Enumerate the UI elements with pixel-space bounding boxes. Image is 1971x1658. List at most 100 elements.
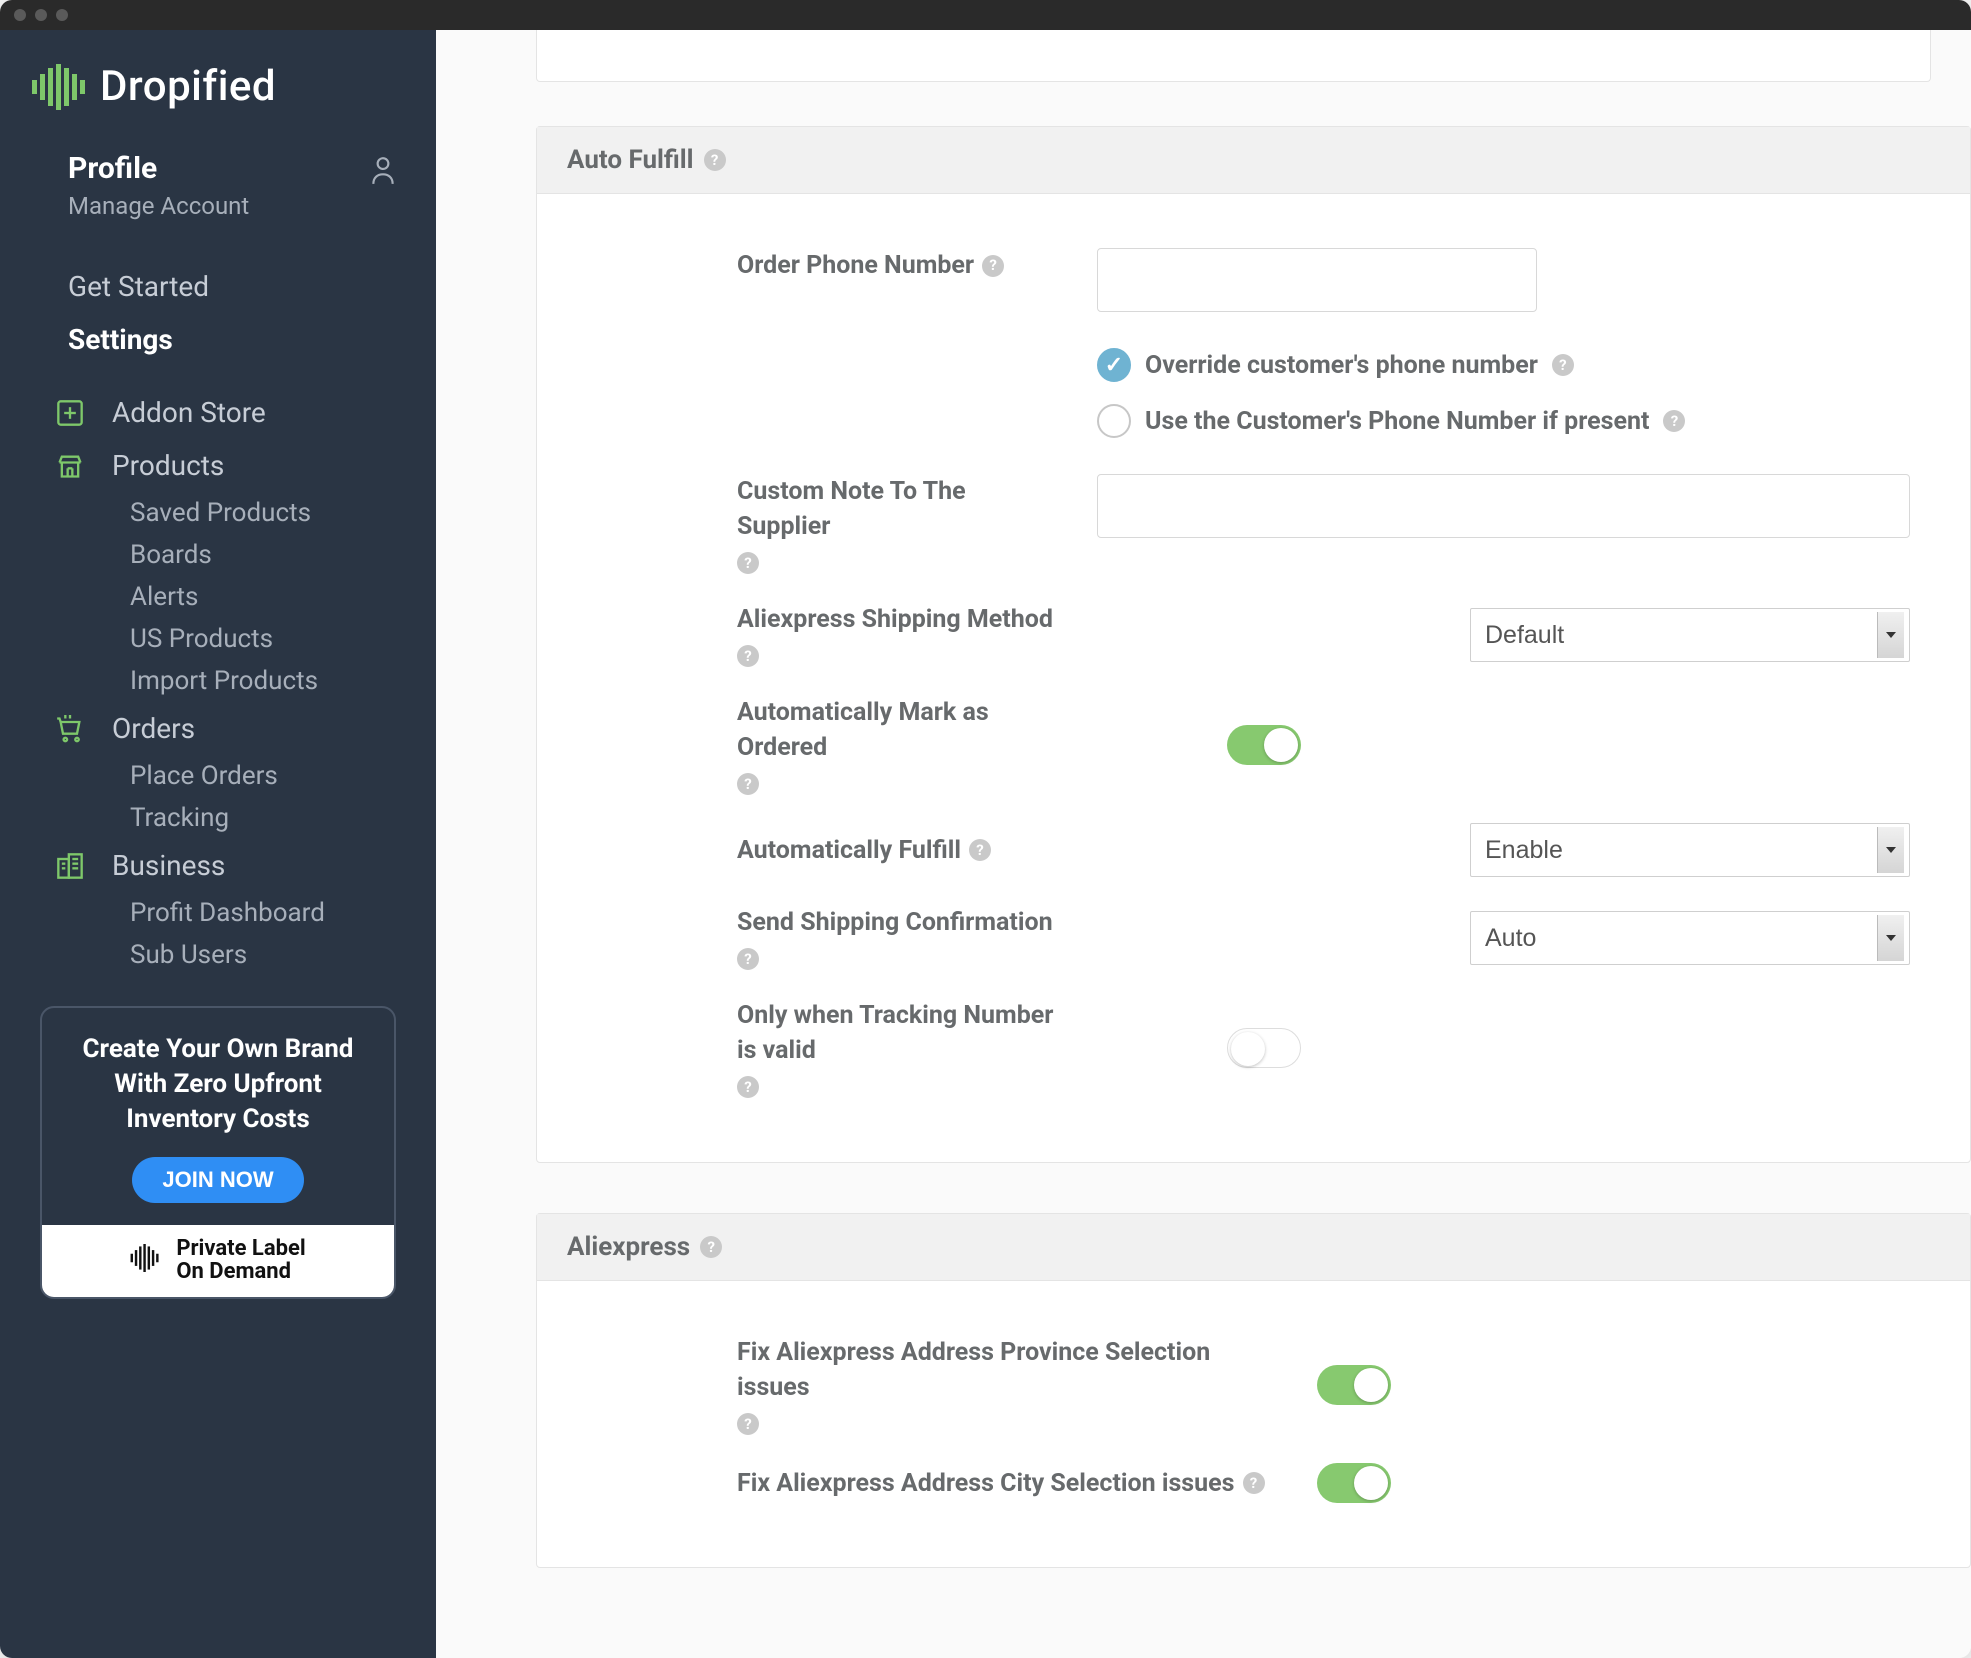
nav-label: Addon Store: [112, 396, 266, 429]
shipping-method-select[interactable]: Default: [1470, 608, 1910, 662]
send-confirm-select[interactable]: Auto: [1470, 911, 1910, 965]
promo-card: Create Your Own Brand With Zero Upfront …: [40, 1006, 396, 1299]
nav-business[interactable]: Business: [0, 839, 436, 892]
auto-mark-toggle[interactable]: [1227, 725, 1301, 765]
label-send-confirm: Send Shipping Confirmation: [537, 905, 1097, 970]
auto-fulfill-select[interactable]: Enable: [1470, 823, 1910, 877]
radio-label: Use the Customer's Phone Number if prese…: [1145, 407, 1649, 436]
nav-import-products[interactable]: Import Products: [0, 660, 436, 702]
promo-footer-text: Private LabelOn Demand: [176, 1237, 305, 1283]
auto-fulfill-select-wrap: Enable: [1470, 823, 1910, 877]
buildings-icon: [54, 850, 86, 882]
help-icon[interactable]: [737, 948, 759, 970]
label-order-phone: Order Phone Number: [537, 248, 1097, 283]
brand-name: Dropified: [100, 62, 276, 111]
titlebar: [0, 0, 1971, 30]
nav-label: Business: [112, 849, 225, 882]
nav-saved-products[interactable]: Saved Products: [0, 492, 436, 534]
sound-bars-icon: [130, 1244, 164, 1276]
label-text: Only when Tracking Number is valid: [737, 998, 1057, 1068]
profile-section[interactable]: Profile Manage Account: [0, 141, 436, 234]
radio-override-phone[interactable]: Override customer's phone number: [1097, 340, 1574, 390]
sidebar: Dropified Profile Manage Account Get Sta…: [0, 30, 436, 1658]
panel-aliexpress: Aliexpress Fix Aliexpress Address Provin…: [536, 1213, 1971, 1568]
nav-boards[interactable]: Boards: [0, 534, 436, 576]
send-confirm-select-wrap: Auto: [1470, 911, 1910, 965]
label-auto-fulfill: Automatically Fulfill: [537, 833, 1097, 868]
fix-city-toggle[interactable]: [1317, 1463, 1391, 1503]
label-fix-city: Fix Aliexpress Address City Selection is…: [537, 1466, 1317, 1501]
nav-addon-store[interactable]: Addon Store: [0, 386, 436, 439]
fix-province-toggle[interactable]: [1317, 1365, 1391, 1405]
nav-sub-users[interactable]: Sub Users: [0, 934, 436, 976]
help-icon[interactable]: [1552, 354, 1574, 376]
radio-checked-icon: [1097, 348, 1131, 382]
label-text: Fix Aliexpress Address Province Selectio…: [737, 1335, 1277, 1405]
nav-alerts[interactable]: Alerts: [0, 576, 436, 618]
nav-products[interactable]: Products: [0, 439, 436, 492]
label-auto-mark: Automatically Mark as Ordered: [537, 695, 1097, 795]
nav-settings[interactable]: Settings: [0, 313, 436, 366]
help-icon[interactable]: [737, 1076, 759, 1098]
traffic-light-close[interactable]: [14, 9, 26, 21]
user-icon: [370, 155, 396, 189]
panel-auto-fulfill: Auto Fulfill Order Phone Number: [536, 126, 1971, 1163]
help-icon[interactable]: [969, 839, 991, 861]
help-icon[interactable]: [737, 773, 759, 795]
shipping-method-select-wrap: Default: [1470, 608, 1910, 662]
nav-label: Settings: [68, 323, 173, 356]
cart-icon: [54, 713, 86, 745]
label-text: Automatically Mark as Ordered: [737, 695, 1057, 765]
help-icon[interactable]: [737, 645, 759, 667]
nav-label: Orders: [112, 712, 195, 745]
panel-title: Aliexpress: [567, 1232, 690, 1262]
nav-orders[interactable]: Orders: [0, 702, 436, 755]
order-phone-input[interactable]: [1097, 248, 1537, 312]
sidebar-nav: Get Started Settings Addon Store P: [0, 234, 436, 976]
nav-us-products[interactable]: US Products: [0, 618, 436, 660]
panel-header: Aliexpress: [537, 1214, 1970, 1281]
traffic-light-max[interactable]: [56, 9, 68, 21]
label-text: Send Shipping Confirmation: [737, 905, 1053, 940]
nav-label: Get Started: [68, 270, 209, 303]
help-icon[interactable]: [982, 255, 1004, 277]
profile-subtitle: Manage Account: [68, 192, 404, 220]
join-now-button[interactable]: JOIN NOW: [132, 1157, 303, 1203]
panel-header: Auto Fulfill: [537, 127, 1970, 194]
profile-title: Profile: [68, 151, 404, 186]
help-icon[interactable]: [700, 1236, 722, 1258]
nav-tracking[interactable]: Tracking: [0, 797, 436, 839]
help-icon[interactable]: [737, 552, 759, 574]
nav-profit-dashboard[interactable]: Profit Dashboard: [0, 892, 436, 934]
previous-panel-edge: [536, 30, 1931, 82]
logo[interactable]: Dropified: [0, 52, 436, 141]
only-valid-toggle[interactable]: [1227, 1028, 1301, 1068]
radio-label: Override customer's phone number: [1145, 351, 1538, 380]
promo-text: Create Your Own Brand With Zero Upfront …: [60, 1032, 376, 1137]
help-icon[interactable]: [1663, 410, 1685, 432]
help-icon[interactable]: [737, 1413, 759, 1435]
nav-get-started[interactable]: Get Started: [0, 260, 436, 313]
help-icon[interactable]: [1243, 1472, 1265, 1494]
custom-note-input[interactable]: [1097, 474, 1910, 538]
nav-place-orders[interactable]: Place Orders: [0, 755, 436, 797]
label-text: Aliexpress Shipping Method: [737, 602, 1053, 637]
nav-label: Products: [112, 449, 224, 482]
label-shipping-method: Aliexpress Shipping Method: [537, 602, 1097, 667]
traffic-light-min[interactable]: [35, 9, 47, 21]
label-text: Fix Aliexpress Address City Selection is…: [737, 1466, 1235, 1501]
app-window: Dropified Profile Manage Account Get Sta…: [0, 0, 1971, 1658]
label-custom-note: Custom Note To The Supplier: [537, 474, 1097, 574]
panel-title: Auto Fulfill: [567, 145, 694, 175]
logo-icon: [32, 64, 86, 110]
label-text: Automatically Fulfill: [737, 833, 961, 868]
promo-footer[interactable]: Private LabelOn Demand: [42, 1225, 394, 1297]
label-only-valid: Only when Tracking Number is valid: [537, 998, 1097, 1098]
main-content: Auto Fulfill Order Phone Number: [436, 30, 1971, 1658]
radio-use-customer-phone[interactable]: Use the Customer's Phone Number if prese…: [1097, 396, 1685, 446]
radio-unchecked-icon: [1097, 404, 1131, 438]
plus-square-icon: [54, 397, 86, 429]
label-fix-province: Fix Aliexpress Address Province Selectio…: [537, 1335, 1317, 1435]
label-text: Custom Note To The Supplier: [737, 474, 1057, 544]
help-icon[interactable]: [704, 149, 726, 171]
